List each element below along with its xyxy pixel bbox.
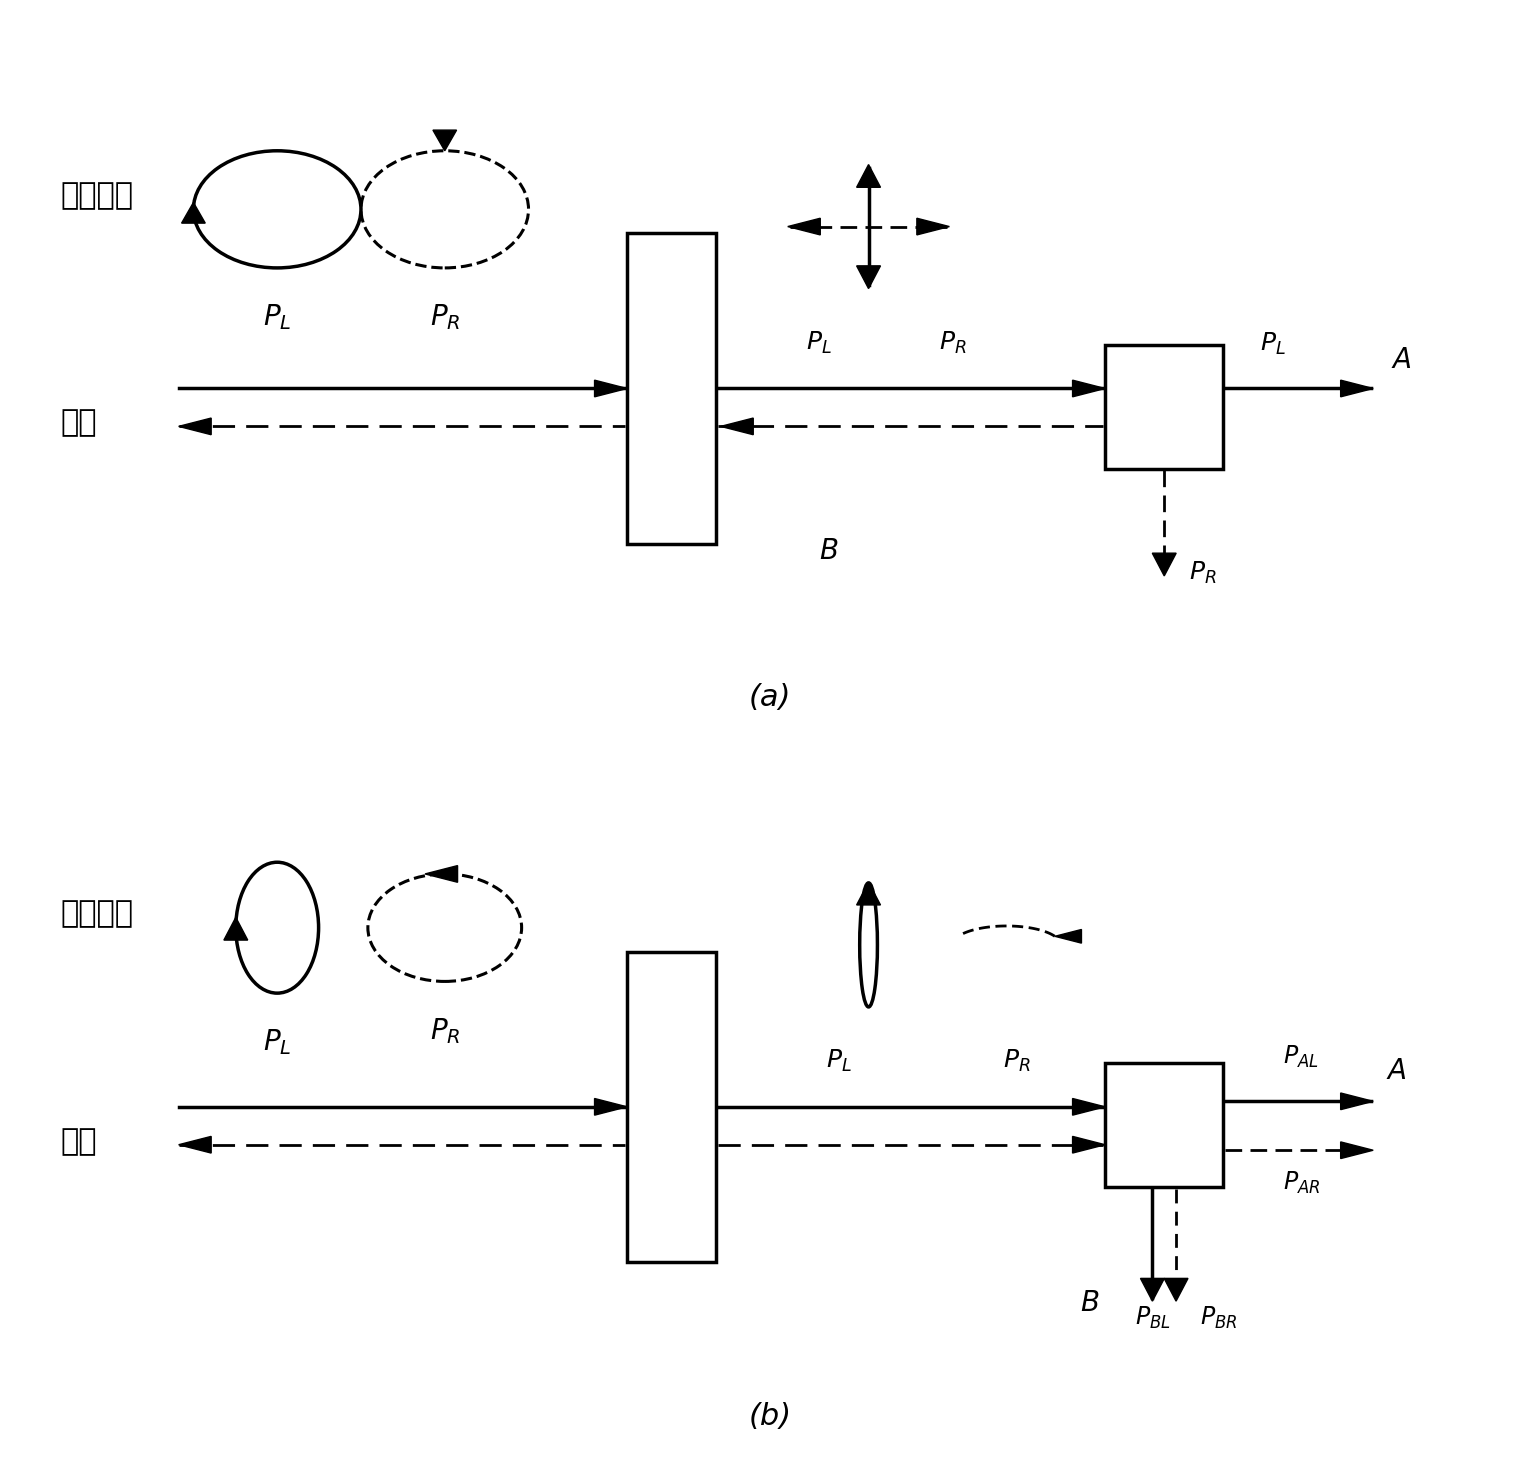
Bar xyxy=(627,951,716,1262)
Text: 之: 之 xyxy=(664,361,679,384)
Polygon shape xyxy=(1152,553,1177,576)
Text: $P_R$: $P_R$ xyxy=(430,1016,460,1045)
Polygon shape xyxy=(721,418,753,435)
Text: $P_R$: $P_R$ xyxy=(430,302,460,333)
Text: $P_{BL}$: $P_{BL}$ xyxy=(1135,1305,1170,1331)
Bar xyxy=(1106,1063,1223,1187)
Text: $P_L$: $P_L$ xyxy=(263,1028,291,1057)
Text: (b): (b) xyxy=(748,1401,792,1431)
Polygon shape xyxy=(1072,1098,1106,1116)
Polygon shape xyxy=(594,380,627,397)
Text: 偏振方向: 偏振方向 xyxy=(60,182,134,210)
Text: $P_R$: $P_R$ xyxy=(938,330,966,356)
Text: $A$: $A$ xyxy=(1391,346,1412,374)
Polygon shape xyxy=(856,164,881,188)
Polygon shape xyxy=(425,865,457,883)
Polygon shape xyxy=(1341,1142,1374,1158)
Polygon shape xyxy=(1072,380,1106,397)
Text: PBS: PBS xyxy=(1135,394,1194,421)
Text: $P_R$: $P_R$ xyxy=(1003,1048,1030,1075)
Text: 光路: 光路 xyxy=(60,1127,97,1155)
Text: 四: 四 xyxy=(664,252,679,277)
Polygon shape xyxy=(788,218,821,235)
Text: 一: 一 xyxy=(664,413,679,438)
Text: $P_L$: $P_L$ xyxy=(1260,331,1286,356)
Text: $P_L$: $P_L$ xyxy=(807,330,832,356)
Polygon shape xyxy=(856,265,881,289)
Text: $P_{AL}$: $P_{AL}$ xyxy=(1283,1044,1318,1070)
Text: 一: 一 xyxy=(664,1132,679,1157)
Bar xyxy=(1106,345,1223,469)
Text: 分: 分 xyxy=(664,306,679,330)
Text: 偏振方向: 偏振方向 xyxy=(60,900,134,928)
Text: $P_L$: $P_L$ xyxy=(263,302,291,333)
Polygon shape xyxy=(1341,380,1374,397)
Polygon shape xyxy=(916,218,949,235)
Polygon shape xyxy=(594,1098,627,1116)
Polygon shape xyxy=(1341,1094,1374,1110)
Polygon shape xyxy=(179,418,211,435)
Polygon shape xyxy=(1055,929,1081,943)
Bar xyxy=(627,233,716,544)
Text: 波: 波 xyxy=(664,1186,679,1209)
Text: $B$: $B$ xyxy=(819,537,839,564)
Polygon shape xyxy=(856,883,881,905)
Text: $B$: $B$ xyxy=(1081,1290,1100,1318)
Polygon shape xyxy=(182,202,205,223)
Text: 四: 四 xyxy=(664,970,679,995)
Polygon shape xyxy=(1141,1278,1164,1302)
Text: $P_R$: $P_R$ xyxy=(1189,560,1217,585)
Polygon shape xyxy=(223,918,248,940)
Text: 片: 片 xyxy=(664,522,679,545)
Text: $P_L$: $P_L$ xyxy=(825,1048,852,1075)
Text: PBS: PBS xyxy=(1135,1113,1194,1139)
Text: 波: 波 xyxy=(664,468,679,491)
Polygon shape xyxy=(179,1136,211,1154)
Text: $P_{BR}$: $P_{BR}$ xyxy=(1200,1305,1237,1331)
Polygon shape xyxy=(1072,1136,1106,1154)
Polygon shape xyxy=(1164,1278,1187,1302)
Text: (a): (a) xyxy=(748,683,792,712)
Text: 光路: 光路 xyxy=(60,409,97,437)
Text: 之: 之 xyxy=(664,1079,679,1102)
Text: $A$: $A$ xyxy=(1386,1057,1406,1085)
Text: $P_{AR}$: $P_{AR}$ xyxy=(1283,1170,1320,1196)
Polygon shape xyxy=(433,130,456,151)
Text: 分: 分 xyxy=(664,1025,679,1048)
Text: 片: 片 xyxy=(664,1240,679,1264)
